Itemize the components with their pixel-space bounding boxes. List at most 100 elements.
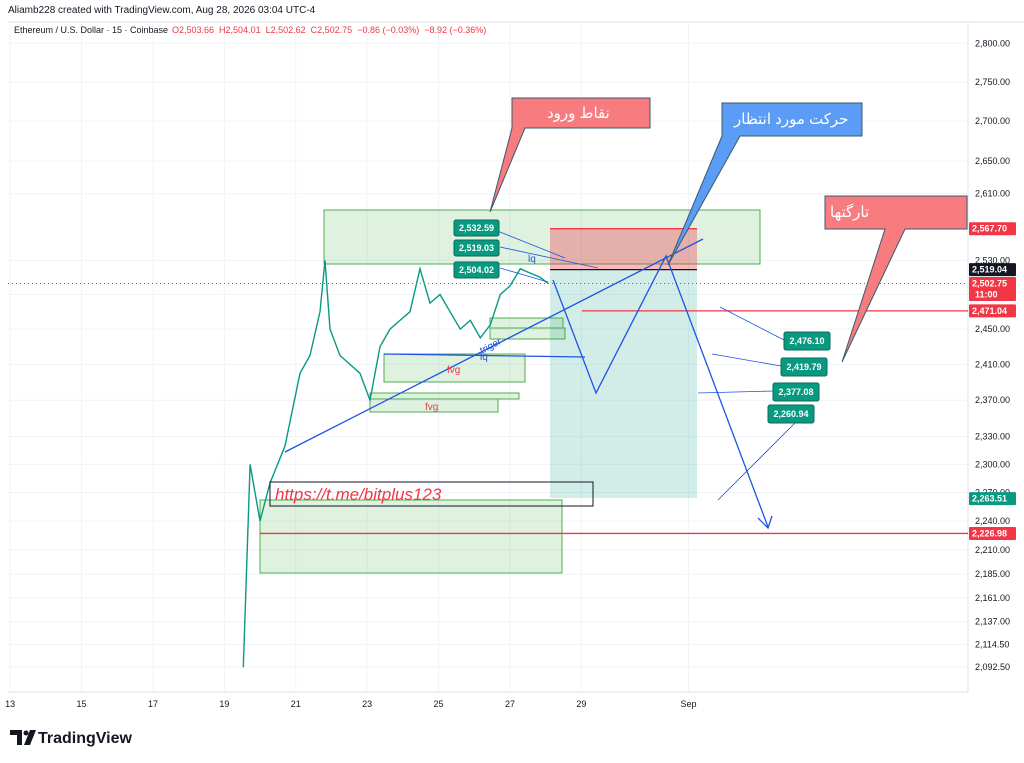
price-line: [242, 260, 549, 668]
price-label: 2,263.51: [972, 494, 1007, 504]
connector: [499, 267, 549, 283]
connector: [499, 246, 599, 269]
x-tick-label: 29: [576, 699, 586, 709]
y-tick-label: 2,410.00: [975, 359, 1010, 369]
link: https://t.me/bitplus123: [275, 485, 442, 504]
y-tick-label: 2,240.00: [975, 516, 1010, 526]
arrow-head: [757, 515, 773, 530]
y-tick-label: 2,700.00: [975, 116, 1010, 126]
price-label-bg: [969, 492, 1016, 506]
y-tick-label: 2,750.00: [975, 77, 1010, 87]
brand: TradingView: [38, 730, 133, 747]
ohlc-value: C2,502.75: [311, 25, 353, 35]
note: 2,504.02: [459, 265, 494, 275]
y-tick-label: 2,330.00: [975, 432, 1010, 442]
zone-label: fvg: [425, 402, 438, 413]
connector: [489, 227, 566, 259]
zone: [369, 398, 499, 413]
connector: [717, 421, 797, 501]
note-bg: [453, 219, 500, 237]
x-tick-label: 21: [291, 699, 301, 709]
y-tick-label: 2,161.00: [975, 593, 1010, 603]
note: 2,532.59: [459, 223, 494, 233]
axes: 2,800.00 2,750.00 2,700.00 2,650.00 2,610.00…: [5, 38, 1016, 709]
liquidity-line: [383, 353, 586, 358]
note-bg: [783, 331, 831, 351]
ohlc-value: H2,504.01: [219, 25, 261, 35]
y-tick-label: 2,210.00: [975, 545, 1010, 555]
callout-box: [489, 97, 651, 213]
trendline: [284, 238, 704, 453]
price-label-bg: [969, 526, 1016, 540]
x-tick-label: 27: [505, 699, 515, 709]
plot: [8, 228, 968, 668]
logo: [10, 730, 36, 745]
x-tick-label: 17: [148, 699, 158, 709]
note: 2,419.79: [786, 362, 821, 372]
connector: [697, 390, 774, 394]
x-tick-label: Sep: [680, 699, 696, 709]
callout: تارگتها: [830, 203, 869, 221]
countdown: 11:00: [975, 290, 998, 300]
x-tick-label: 13: [5, 699, 15, 709]
symbol: Ethereum / U.S. Dollar · 15 · Coinbase: [14, 25, 168, 35]
zone-label: lq: [528, 254, 536, 265]
y-tick-label: 2,650.00: [975, 156, 1010, 166]
x-tick-label: 23: [362, 699, 372, 709]
y-tick-label: 2,800.00: [975, 38, 1010, 48]
note-bg: [772, 382, 820, 402]
connector: [711, 353, 782, 367]
zone: [259, 499, 563, 574]
zone: [383, 353, 526, 383]
zone: [369, 392, 520, 400]
y-tick-label: 2,530.00: [975, 255, 1010, 265]
note-bg: [453, 239, 500, 257]
price-label: 2,471.04: [972, 306, 1007, 316]
notes: 2,532.59 2,519.03 2,504.02 2,476.10 2,419.79…: [453, 219, 831, 424]
x-tick-label: 15: [77, 699, 87, 709]
callout-box: [824, 195, 968, 363]
ohlc: O2,503.66 H2,504.01 L2,502.62 C2,502.75 −0.8…: [172, 25, 486, 35]
price-label-bg: [969, 304, 1016, 318]
note: 2,377.08: [778, 387, 813, 397]
link-box: [269, 481, 594, 507]
zones: [259, 209, 761, 574]
note-bg: [780, 357, 828, 377]
y-tick-label: 2,300.00: [975, 459, 1010, 469]
grid: [8, 22, 968, 692]
ohlc-value: L2,502.62: [266, 25, 306, 35]
target-zone: [550, 269, 697, 498]
credit: Aliamb228 created with TradingView.com, …: [8, 5, 316, 16]
callout: حرکت مورد انتظار: [733, 111, 848, 128]
logo-mark: [10, 730, 36, 745]
y-tick-label: 2,137.00: [975, 617, 1010, 627]
note: 2,476.10: [789, 336, 824, 346]
price-label: 2,502.75: [972, 279, 1007, 289]
callout-box: [667, 102, 863, 266]
price-label: 2,226.98: [972, 528, 1007, 538]
note-bg: [767, 404, 815, 424]
connector: [719, 306, 785, 341]
callout: نقاط ورود: [547, 105, 610, 122]
projection-path: [552, 254, 769, 528]
ohlc-value: O2,503.66: [172, 25, 214, 35]
y-tick-label: 2,092.50: [975, 662, 1010, 672]
y-tick-label: 2,114.50: [975, 639, 1009, 649]
x-tick-label: 19: [219, 699, 229, 709]
price-label-bg: [969, 277, 1016, 302]
y-tick-label: 2,450.00: [975, 324, 1010, 334]
x-tick-label: 25: [434, 699, 444, 709]
stop-zone: [550, 228, 697, 269]
price-label: 2,519.04: [972, 265, 1007, 275]
logo-dot: [23, 730, 29, 736]
y-tick-label: 2,610.00: [975, 189, 1010, 199]
note: 2,519.03: [459, 243, 494, 253]
ohlc-value: −0.86 (−0.03%): [357, 25, 419, 35]
price-label: 2,567.70: [972, 224, 1007, 234]
y-tick-label: 2,185.00: [975, 569, 1010, 579]
price-label-bg: [969, 222, 1016, 236]
price-label-bg: [969, 263, 1016, 277]
y-tick-label: 2,370.00: [975, 395, 1010, 405]
zone-label: fvg: [447, 365, 460, 376]
